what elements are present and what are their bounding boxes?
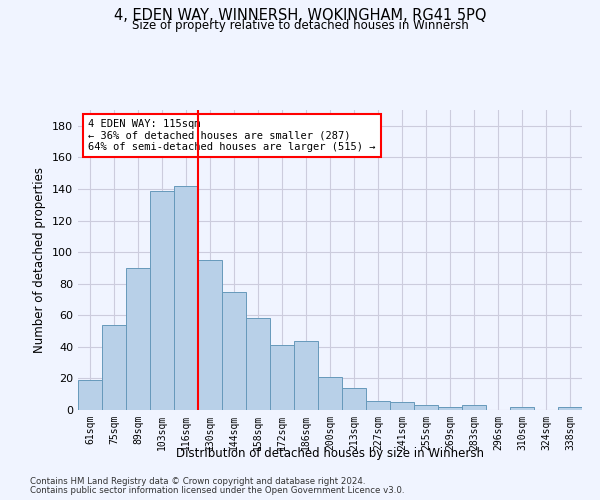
Bar bbox=[294, 340, 318, 410]
Text: 4, EDEN WAY, WINNERSH, WOKINGHAM, RG41 5PQ: 4, EDEN WAY, WINNERSH, WOKINGHAM, RG41 5… bbox=[114, 8, 486, 22]
Bar bbox=[414, 406, 438, 410]
Bar bbox=[78, 380, 102, 410]
Text: Contains public sector information licensed under the Open Government Licence v3: Contains public sector information licen… bbox=[30, 486, 404, 495]
Y-axis label: Number of detached properties: Number of detached properties bbox=[34, 167, 46, 353]
Bar bbox=[102, 324, 126, 410]
Text: Size of property relative to detached houses in Winnersh: Size of property relative to detached ho… bbox=[131, 19, 469, 32]
Text: 4 EDEN WAY: 115sqm
← 36% of detached houses are smaller (287)
64% of semi-detach: 4 EDEN WAY: 115sqm ← 36% of detached hou… bbox=[88, 119, 376, 152]
Bar bbox=[246, 318, 270, 410]
Bar bbox=[318, 377, 342, 410]
Bar bbox=[390, 402, 414, 410]
Bar bbox=[342, 388, 366, 410]
Bar bbox=[150, 190, 174, 410]
Bar bbox=[126, 268, 150, 410]
Bar bbox=[270, 346, 294, 410]
Bar bbox=[222, 292, 246, 410]
Text: Contains HM Land Registry data © Crown copyright and database right 2024.: Contains HM Land Registry data © Crown c… bbox=[30, 478, 365, 486]
Bar bbox=[174, 186, 198, 410]
Bar bbox=[198, 260, 222, 410]
Bar bbox=[510, 407, 534, 410]
Bar bbox=[558, 407, 582, 410]
Bar bbox=[438, 407, 462, 410]
Text: Distribution of detached houses by size in Winnersh: Distribution of detached houses by size … bbox=[176, 448, 484, 460]
Bar bbox=[462, 406, 486, 410]
Bar bbox=[366, 400, 390, 410]
